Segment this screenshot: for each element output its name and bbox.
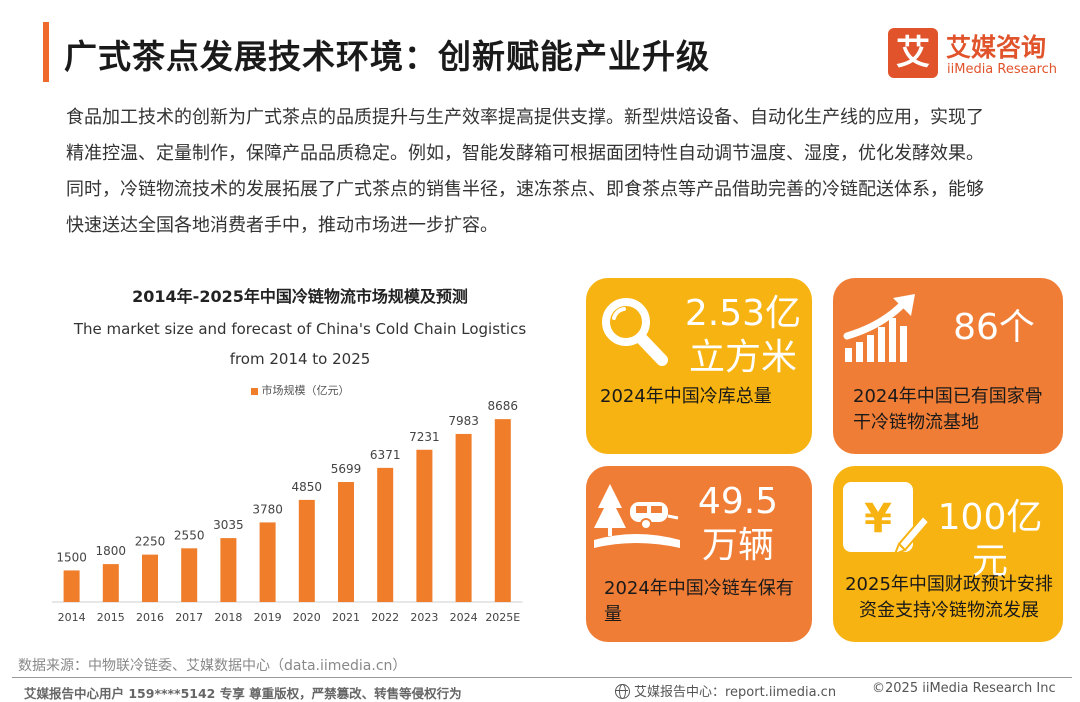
x-tick-2014: 2014 (58, 611, 86, 624)
bar-2017 (181, 548, 198, 602)
chart-legend: 市场规模（亿元） (60, 382, 540, 398)
growth-chart-icon (843, 294, 915, 362)
logo-mark-icon: 艾 (888, 28, 938, 78)
globe-icon (615, 684, 630, 699)
logo-cn-text: 艾媒咨询 (946, 33, 1047, 62)
stat-value-line1: 2.53亿 (684, 293, 802, 334)
bar-2019 (259, 522, 276, 602)
x-tick-2022: 2022 (371, 611, 399, 624)
x-tick-2018: 2018 (214, 611, 242, 624)
footer-report-link[interactable]: 艾媒报告中心：report.iimedia.cn (634, 685, 837, 700)
data-label-2020: 4850 (292, 480, 323, 494)
stat-card-logistics-bases: 86个 2024年中国已有国家骨干冷链物流基地 (833, 278, 1063, 454)
data-label-2021: 5699 (331, 462, 362, 476)
x-tick-2017: 2017 (175, 611, 203, 624)
x-tick-2024: 2024 (450, 611, 478, 624)
data-label-2014: 1500 (56, 550, 87, 564)
footer-divider (12, 677, 1072, 678)
intro-paragraph: 食品加工技术的创新为广式茶点的品质提升与生产效率提高提供支撑。新型烘焙设备、自动… (66, 107, 984, 236)
bar-2014 (63, 570, 80, 602)
x-tick-2025E: 2025E (485, 611, 520, 624)
data-label-2018: 3035 (213, 518, 244, 532)
footer-company: ©2025 iiMedia Research Inc (872, 681, 1056, 696)
stat-desc: 2025年中国财政预计安排资金支持冷链物流发展 (845, 574, 1053, 621)
chart-title: 2014年-2025年中国冷链物流市场规模及预测 (132, 287, 468, 306)
footer-copyright-notice: 艾媒报告中心用户 159****5142 专享 尊重版权，严禁篡改、转售等侵权行… (24, 686, 462, 701)
data-label-2022: 6371 (370, 448, 401, 462)
x-tick-2019: 2019 (254, 611, 282, 624)
bar-2022 (377, 467, 394, 602)
x-tick-2016: 2016 (136, 611, 164, 624)
bar-2015 (102, 564, 119, 602)
bar-2018 (220, 538, 237, 602)
data-label-2016: 2250 (135, 535, 166, 549)
stat-desc: 2024年中国冷库总量 (600, 386, 772, 407)
iimedia-logo: 艾 艾媒咨询 iiMedia Research (888, 28, 1063, 82)
stat-desc: 2024年中国已有国家骨干冷链物流基地 (853, 386, 1043, 433)
stat-card-fiscal-funding: ¥ 100亿元 2025年中国财政预计安排资金支持冷链物流发展 (833, 466, 1063, 642)
bar-2024 (455, 433, 472, 602)
data-label-2023: 7231 (409, 430, 440, 444)
bar-2023 (416, 449, 433, 602)
stat-value-line1: 100亿元 (937, 497, 1043, 582)
stat-desc: 2024年中国冷链车保有量 (604, 578, 794, 625)
stat-value-line2: 立方米 (688, 337, 797, 378)
stat-value-line2: 万辆 (701, 525, 774, 566)
bar-chart: 1500 2014 1800 2015 2250 2016 2550 2017 3035 2018… (52, 399, 523, 624)
stat-value: 49.5 万辆 (686, 480, 790, 568)
bar-2020 (298, 499, 315, 602)
x-tick-2015: 2015 (97, 611, 125, 624)
logo-en-text: iiMedia Research (947, 62, 1058, 77)
bar-2016 (142, 554, 158, 602)
legend-label: 市场规模（亿元） (261, 384, 350, 397)
stat-card-refrigerated-vehicles: 49.5 万辆 2024年中国冷链车保有量 (586, 466, 812, 642)
camper-trailer-icon (594, 484, 680, 548)
svg-text:¥: ¥ (864, 496, 892, 542)
title-accent-bar (43, 22, 49, 82)
x-tick-2021: 2021 (332, 611, 360, 624)
yuan-document-icon: ¥ (843, 482, 931, 556)
page-title: 广式茶点发展技术环境：创新赋能产业升级 (64, 37, 710, 76)
stat-value-line1: 86个 (953, 307, 1035, 348)
data-label-2019: 3780 (252, 502, 283, 516)
data-label-2015: 1800 (96, 544, 127, 558)
bar-2025E (494, 419, 511, 602)
data-label-2017: 2550 (174, 528, 205, 542)
stat-card-cold-storage: 2.53亿 立方米 2024年中国冷库总量 (586, 278, 812, 454)
stat-value: 2.53亿 立方米 (678, 292, 808, 380)
bar-2021 (338, 482, 354, 602)
stat-value-line1: 49.5 (697, 481, 779, 522)
x-tick-2023: 2023 (410, 611, 438, 624)
chart-subtitle: The market size and forecast of China's … (73, 320, 527, 368)
footer-report-center: 艾媒报告中心：report.iimedia.cn (615, 681, 836, 700)
stat-value: 100亿元 (921, 496, 1059, 584)
magnifier-icon (602, 298, 668, 366)
stat-value: 86个 (929, 306, 1059, 350)
data-label-2024: 7983 (448, 414, 479, 428)
legend-swatch (250, 387, 258, 395)
data-source-note: 数据来源：中物联冷链委、艾媒数据中心（data.iimedia.cn） (18, 658, 407, 674)
data-label-2025E: 8686 (488, 399, 519, 413)
x-tick-2020: 2020 (293, 611, 321, 624)
